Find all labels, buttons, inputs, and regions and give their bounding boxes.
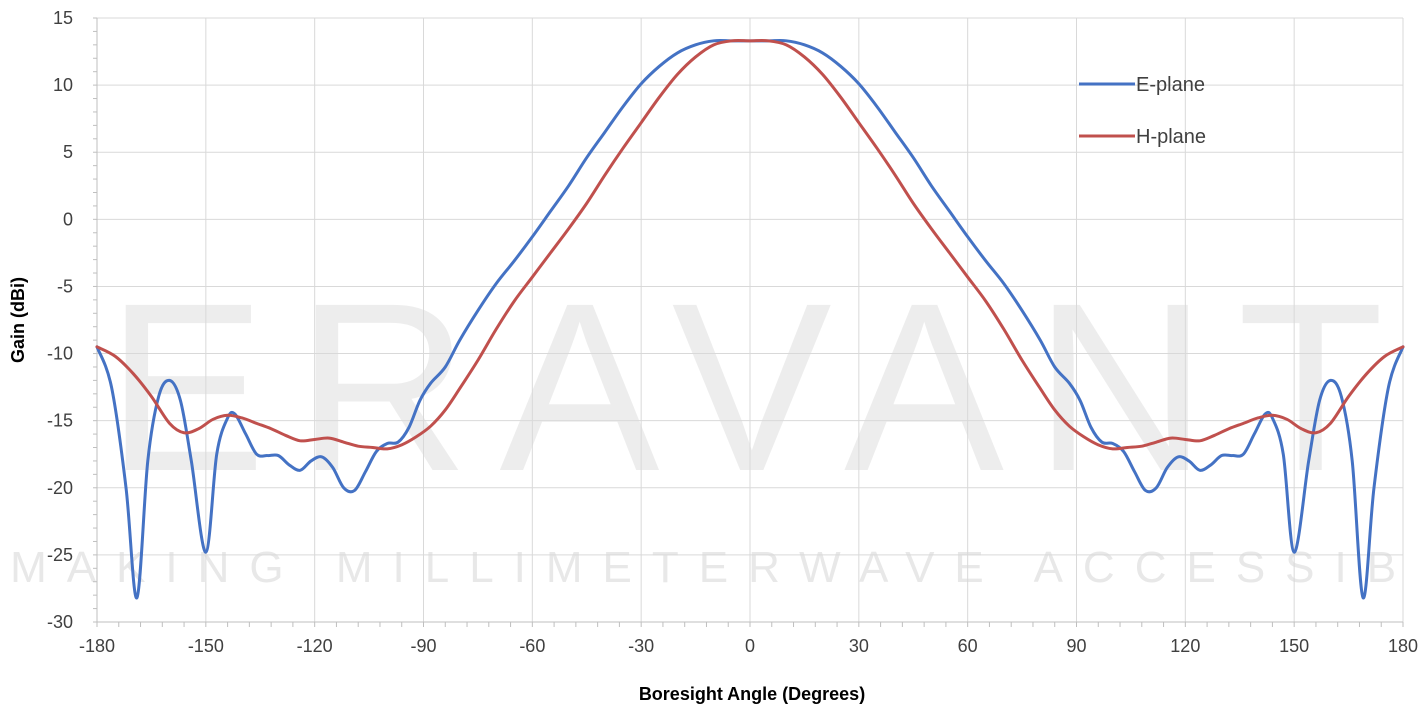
y-tick-label: -5: [57, 276, 73, 296]
x-tick-label: -150: [188, 636, 224, 656]
y-tick-label: -20: [47, 478, 73, 498]
y-tick-label: 5: [63, 142, 73, 162]
legend-label: E-plane: [1136, 74, 1205, 96]
x-tick-label: -180: [79, 636, 115, 656]
x-tick-label: -120: [297, 636, 333, 656]
watermark: ERAVANT MAKING MILLIMETERWAVE ACCESSIBLE: [10, 253, 1419, 592]
x-tick-label: 90: [1066, 636, 1086, 656]
watermark-brand: ERAVANT: [106, 253, 1414, 521]
x-tick-label: -60: [519, 636, 545, 656]
x-tick-label: 180: [1388, 636, 1418, 656]
watermark-tagline: MAKING MILLIMETERWAVE ACCESSIBLE: [10, 543, 1419, 592]
series-lines: [95, 39, 1405, 600]
y-tick-label: -25: [47, 545, 73, 565]
y-tick-label: 10: [53, 75, 73, 95]
y-tick-label: -30: [47, 612, 73, 632]
x-tick-labels: -180 -150 -120 -90 -60 -30 0 30 60 90 120 150 180: [79, 636, 1418, 656]
x-tick-label: 60: [958, 636, 978, 656]
x-tick-label: 0: [745, 636, 755, 656]
y-tick-label: -10: [47, 344, 73, 364]
axes: [93, 17, 1404, 627]
y-tick-label: 0: [63, 209, 73, 229]
x-tick-label: 120: [1170, 636, 1200, 656]
legend-label: H-plane: [1136, 126, 1206, 148]
x-tick-label: -30: [628, 636, 654, 656]
x-tick-label: -90: [410, 636, 436, 656]
y-axis-title: Gain (dBi): [8, 277, 28, 363]
x-tick-label: 30: [849, 636, 869, 656]
y-tick-label: -15: [47, 411, 73, 431]
x-axis-title: Boresight Angle (Degrees): [639, 684, 865, 704]
grid: [97, 17, 1404, 622]
y-tick-label: 15: [53, 8, 73, 28]
x-tick-label: 150: [1279, 636, 1309, 656]
legend: E-plane H-plane: [1079, 74, 1206, 148]
series-line-h-plane: [95, 39, 1405, 451]
y-tick-labels: 15 10 5 0 -5 -10 -15 -20 -25 -30: [47, 8, 73, 632]
